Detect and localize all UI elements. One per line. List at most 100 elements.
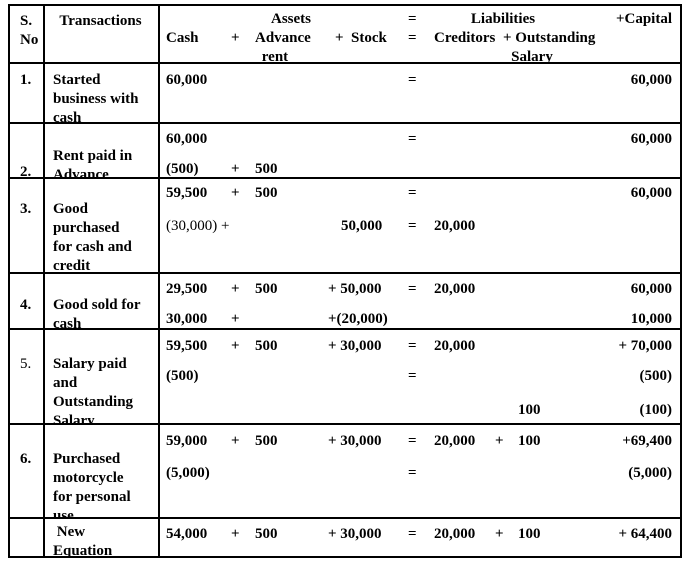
values-cell: 54,000 + 500 + 30,000 = 20,000 + 100 + 6…	[160, 519, 680, 556]
header-equals-2: =	[408, 30, 417, 46]
value-capital: 60,000	[630, 131, 672, 147]
header-rent: rent	[261, 49, 289, 62]
values-line: (30,000) + 50,000 = 20,000	[160, 217, 680, 236]
value-cash: (5,000)	[166, 465, 210, 481]
value-plus: +	[231, 338, 240, 354]
value-cash: 59,000	[166, 433, 208, 449]
values-line: (500) + 500	[160, 160, 680, 177]
values-cell: 59,000 + 500 + 30,000 = 20,000 + 100 +69…	[160, 425, 680, 517]
value-cash: 29,500	[166, 281, 208, 297]
value-capital: 60,000	[630, 185, 672, 201]
sno-cell	[10, 519, 45, 556]
value-creditors: 20,000	[434, 338, 476, 354]
value-capital: (500)	[639, 368, 673, 384]
sno-cell: 4.	[10, 274, 45, 328]
transaction-cell: Good purchased for cash and credit	[45, 179, 160, 272]
table-row-5: 5. Salary paid and Outstanding Salary 59…	[10, 330, 680, 425]
sno-cell: 2.	[10, 124, 45, 177]
table-row-4: 4. Good sold for cash 29,500 + 500 + 50,…	[10, 274, 680, 330]
value-stock: +(20,000)	[328, 311, 388, 327]
header-sno: S. No	[10, 6, 45, 62]
value-outstanding-salary: 100	[518, 433, 541, 449]
value-creditors: 20,000	[434, 218, 476, 234]
sno-cell: 1.	[10, 64, 45, 122]
value-capital: 10,000	[630, 311, 672, 327]
values-line: 54,000 + 500 + 30,000 = 20,000 + 100 + 6…	[160, 525, 680, 544]
sno-cell: 5.	[10, 330, 45, 423]
value-plus: +	[231, 311, 240, 327]
value-equals: =	[408, 281, 417, 297]
values-cell: 59,500 + 500 = 60,000 (30,000) + 50,000 …	[160, 179, 680, 272]
value-equals: =	[408, 526, 417, 542]
value-equals: =	[408, 433, 417, 449]
value-cash: (30,000) +	[166, 218, 230, 234]
header-plus-1: +	[231, 30, 240, 46]
values-cell: 29,500 + 500 + 50,000 = 20,000 60,000 30…	[160, 274, 680, 328]
value-capital: 60,000	[630, 281, 672, 297]
values-cell: 59,500 + 500 + 30,000 = 20,000 + 70,000 …	[160, 330, 680, 423]
value-creditors: 20,000	[434, 526, 476, 542]
value-plus: +	[231, 281, 240, 297]
values-line: 60,000 = 60,000	[160, 71, 680, 90]
transaction-cell: Started business with cash	[45, 64, 160, 122]
value-capital: (5,000)	[628, 465, 672, 481]
values-line: (5,000) = (5,000)	[160, 464, 680, 483]
transaction-cell: Purchased motorcycle for personal use	[45, 425, 160, 517]
value-plus: +	[495, 433, 504, 449]
value-plus: +	[231, 161, 240, 177]
value-cash: (500)	[166, 368, 199, 384]
table-row-1: 1. Started business with cash 60,000 = 6…	[10, 64, 680, 124]
values-line: (500) = (500)	[160, 367, 680, 386]
transaction-cell: New Equation	[45, 519, 160, 556]
value-capital: + 70,000	[618, 338, 672, 354]
header-line-3: rent Salary	[160, 48, 680, 62]
value-capital: 60,000	[630, 72, 672, 88]
value-creditors: 20,000	[434, 281, 476, 297]
header-values: Assets = Liabilities +Capital Cash + Adv…	[160, 6, 680, 62]
value-cash: 60,000	[166, 131, 208, 147]
table-row-3: 3. Good purchased for cash and credit 59…	[10, 179, 680, 274]
table-row-6: 6. Purchased motorcycle for personal use…	[10, 425, 680, 519]
table-row-new-equation: New Equation 54,000 + 500 + 30,000 = 20,…	[10, 519, 680, 556]
value-capital: + 64,400	[618, 526, 672, 542]
value-stock: + 50,000	[328, 281, 382, 297]
value-outstanding-salary: 100	[518, 526, 541, 542]
values-cell: 60,000 = 60,000 (500) + 500	[160, 124, 680, 177]
header-stock: Stock	[351, 30, 387, 46]
value-stock: + 30,000	[328, 433, 382, 449]
value-advance-rent: 500	[255, 161, 278, 177]
values-cell: 60,000 = 60,000	[160, 64, 680, 122]
value-plus: +	[231, 185, 240, 201]
value-cash: 60,000	[166, 72, 208, 88]
value-stock: 50,000	[341, 218, 383, 234]
values-line: 60,000 = 60,000	[160, 130, 680, 149]
table-header-row: S. No Transactions Assets = Liabilities …	[10, 6, 680, 64]
values-line: 59,000 + 500 + 30,000 = 20,000 + 100 +69…	[160, 432, 680, 451]
value-equals: =	[408, 465, 417, 481]
header-outstanding: + Outstanding	[503, 30, 596, 46]
value-capital: (100)	[639, 402, 673, 418]
table-row-2: 2. Rent paid in Advance 60,000 = 60,000 …	[10, 124, 680, 179]
value-plus: +	[231, 433, 240, 449]
values-line: 59,500 + 500 + 30,000 = 20,000 + 70,000	[160, 337, 680, 356]
value-cash: 54,000	[166, 526, 208, 542]
header-cash: Cash	[166, 30, 199, 46]
sno-cell: 6.	[10, 425, 45, 517]
header-capital: +Capital	[615, 11, 672, 27]
value-advance-rent: 500	[255, 185, 278, 201]
value-cash: 30,000	[166, 311, 208, 327]
value-equals: =	[408, 218, 417, 234]
header-line-2: Cash + Advance + Stock = Creditors + Out…	[160, 29, 680, 48]
value-creditors: 20,000	[434, 433, 476, 449]
value-equals: =	[408, 185, 417, 201]
header-equals-1: =	[408, 11, 417, 27]
transaction-cell: Rent paid in Advance	[45, 124, 160, 177]
value-advance-rent: 500	[255, 526, 278, 542]
value-capital: +69,400	[622, 433, 672, 449]
header-assets: Assets	[271, 11, 311, 27]
value-equals: =	[408, 72, 417, 88]
transaction-cell: Salary paid and Outstanding Salary	[45, 330, 160, 423]
value-equals: =	[408, 338, 417, 354]
header-line-1: Assets = Liabilities +Capital	[160, 10, 680, 29]
header-advance: Advance	[255, 30, 311, 46]
